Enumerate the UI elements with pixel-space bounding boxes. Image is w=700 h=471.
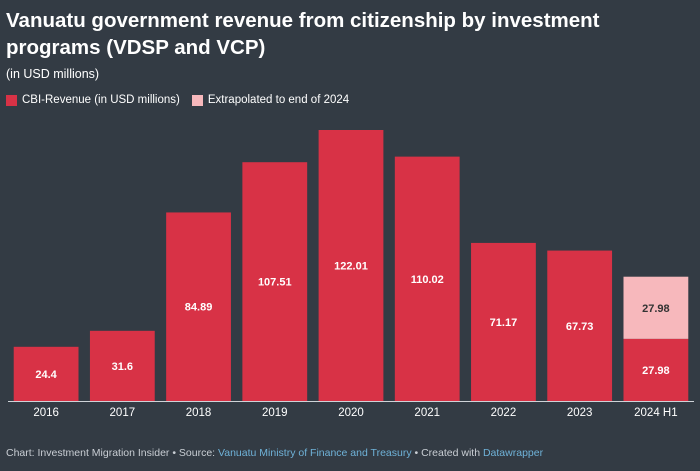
bar-revenue-2019[interactable] xyxy=(242,162,308,401)
data-label-revenue-2018: 84.89 xyxy=(185,302,213,314)
x-tick-label-2019: 2019 xyxy=(262,407,288,419)
datawrapper-link[interactable]: Datawrapper xyxy=(482,447,544,459)
data-label-extrapolated-2024-H1: 27.98 xyxy=(642,303,670,315)
bar-revenue-2017[interactable] xyxy=(89,330,155,401)
legend-label-extrapolated: Extrapolated to end of 2024 xyxy=(207,94,350,106)
bar-revenue-2022[interactable] xyxy=(471,242,536,401)
source-link[interactable]: Vanuatu Ministry of Finance and Treasury xyxy=(218,447,412,459)
footer-credit: Chart: Investment Migration Insider • So… xyxy=(6,447,219,459)
data-label-revenue-2016: 24.4 xyxy=(35,369,57,381)
bar-revenue-2021[interactable] xyxy=(394,156,460,401)
x-tick-label-2020: 2020 xyxy=(338,407,364,419)
x-tick-label-2022: 2022 xyxy=(491,407,517,419)
data-label-revenue-2020: 122.01 xyxy=(334,261,368,273)
chart-title: Vanuatu government revenue from citizens… xyxy=(6,9,600,59)
x-tick-label-2023: 2023 xyxy=(567,407,593,419)
footer: Chart: Investment Migration Insider • So… xyxy=(6,447,543,459)
x-tick-label-2017: 2017 xyxy=(110,407,136,419)
legend-item-revenue: CBI-Revenue (in USD millions) xyxy=(6,94,180,106)
x-tick-label-2021: 2021 xyxy=(414,407,440,419)
data-label-revenue-2022: 71.17 xyxy=(490,317,518,329)
bar-revenue-2023[interactable] xyxy=(547,250,613,401)
data-label-revenue-2021: 110.02 xyxy=(411,274,444,286)
legend-swatch-extrapolated xyxy=(191,94,203,106)
bar-revenue-2018[interactable] xyxy=(166,212,231,401)
bar-revenue-2024-H1[interactable] xyxy=(623,338,689,401)
legend-item-extrapolated: Extrapolated to end of 2024 xyxy=(191,94,350,106)
legend-swatch-revenue xyxy=(6,94,17,106)
bar-extrapolated-2024-H1[interactable] xyxy=(623,276,689,339)
chart-subtitle: (in USD millions) xyxy=(6,67,100,81)
data-label-revenue-2024-H1: 27.98 xyxy=(642,365,670,377)
x-tick-label-2024-H1: 2024 H1 xyxy=(634,407,677,419)
bar-revenue-2020[interactable] xyxy=(318,130,384,401)
bar-revenue-2016[interactable] xyxy=(13,346,79,401)
bar-chart: 24.4 2016 31.6 2017 84.89 2018 107.51 2019 122.0… xyxy=(8,130,694,419)
x-tick-label-2016: 2016 xyxy=(33,407,59,419)
data-label-revenue-2017: 31.6 xyxy=(112,361,133,373)
legend-label-revenue: CBI-Revenue (in USD millions) xyxy=(22,94,180,106)
x-tick-label-2018: 2018 xyxy=(186,407,212,419)
legend: CBI-Revenue (in USD millions) Extrapolat… xyxy=(6,94,361,106)
data-label-revenue-2019: 107.51 xyxy=(258,277,292,289)
footer-created-with: • Created with xyxy=(411,447,483,459)
data-label-revenue-2023: 67.73 xyxy=(566,321,594,333)
